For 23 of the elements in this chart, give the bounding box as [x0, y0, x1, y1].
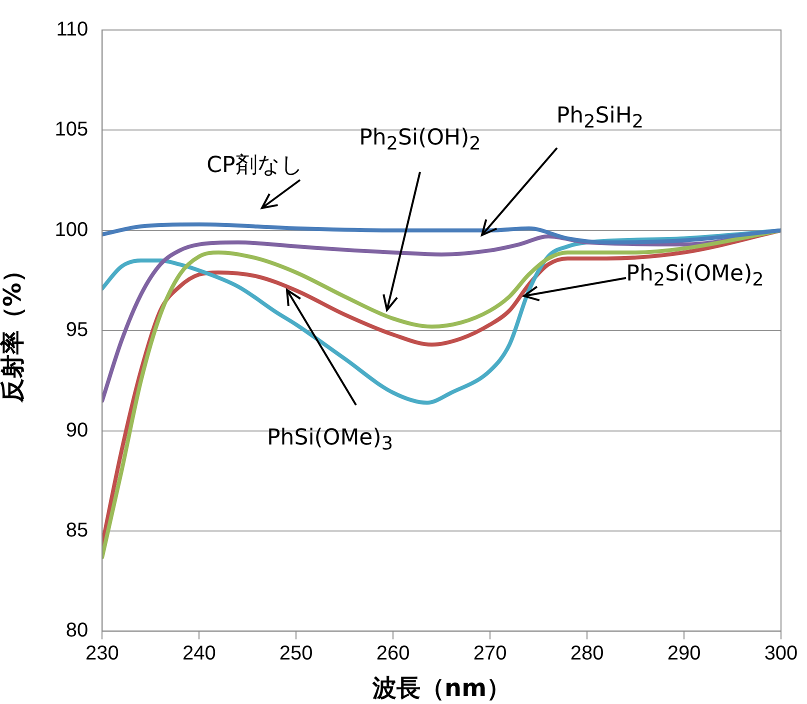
line-series: [102, 222, 781, 244]
text: Ph$_{2}$Si(OH)$_{2}$: [359, 125, 481, 155]
x-axis-title: 波長（nm）: [372, 674, 511, 702]
x-tick-label: 250: [279, 642, 313, 665]
x-tick-label: 280: [570, 642, 604, 665]
series-label: Ph$_{2}$Si(OMe)$_{2}$: [626, 261, 764, 291]
x-tick-label: 290: [667, 642, 701, 665]
text: Ph$_{2}$SiH$_{2}$: [556, 103, 644, 133]
y-tick-label: 80: [66, 620, 88, 642]
x-tick-label: 240: [182, 642, 216, 665]
y-axis-title: 反射率（%）: [0, 258, 27, 404]
y-tick-label: 110: [56, 18, 88, 41]
x-tick-label: 300: [764, 642, 798, 665]
y-tick-label: 90: [66, 419, 88, 442]
x-tick-label: 230: [85, 642, 119, 665]
text: CP剤なし: [206, 152, 304, 180]
y-tick-label: 85: [66, 520, 88, 542]
x-tick-label: 270: [473, 642, 507, 665]
x-tick-label: 260: [376, 642, 410, 665]
series-label: PhSi(OMe)$_{3}$: [267, 425, 393, 455]
y-tick-label: 105: [54, 118, 88, 141]
y-tick-label: 95: [66, 319, 88, 342]
y-tick-label: 100: [54, 218, 88, 241]
